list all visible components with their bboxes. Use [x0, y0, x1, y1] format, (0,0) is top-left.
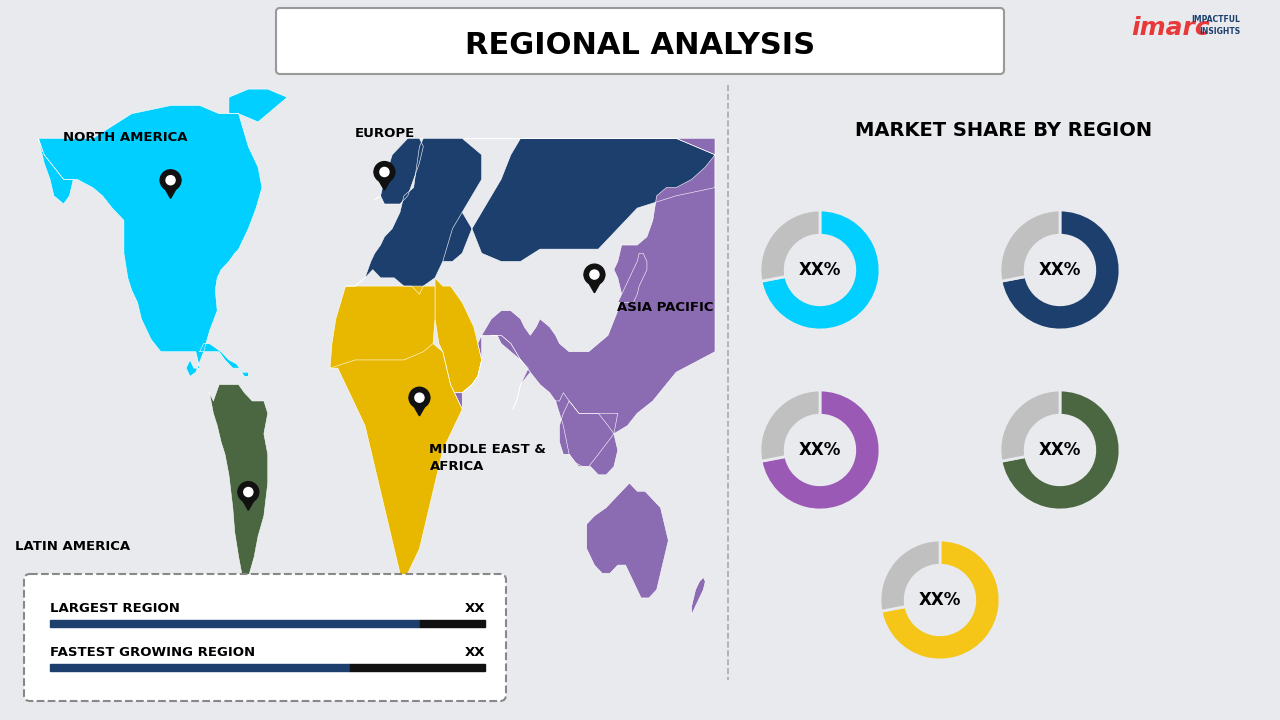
Polygon shape	[435, 278, 481, 392]
Polygon shape	[330, 286, 435, 368]
Text: XX: XX	[465, 601, 485, 614]
Polygon shape	[374, 172, 394, 190]
Bar	[420, 620, 485, 627]
Wedge shape	[760, 390, 820, 462]
Circle shape	[166, 176, 175, 185]
Text: ASIA PACIFIC: ASIA PACIFIC	[617, 301, 714, 314]
Text: XX%: XX%	[799, 441, 841, 459]
Polygon shape	[375, 138, 424, 204]
Polygon shape	[346, 138, 481, 294]
Polygon shape	[238, 492, 259, 510]
Wedge shape	[1000, 210, 1060, 282]
Text: MARKET SHARE BY REGION: MARKET SHARE BY REGION	[855, 120, 1152, 140]
Polygon shape	[559, 401, 618, 474]
Polygon shape	[160, 180, 180, 199]
Text: LARGEST REGION: LARGEST REGION	[50, 601, 180, 614]
Wedge shape	[762, 210, 879, 330]
Wedge shape	[1000, 390, 1060, 462]
Text: XX: XX	[465, 646, 485, 659]
Text: FASTEST GROWING REGION: FASTEST GROWING REGION	[50, 646, 255, 659]
Text: REGIONAL ANALYSIS: REGIONAL ANALYSIS	[465, 30, 815, 60]
Wedge shape	[881, 540, 1000, 660]
Circle shape	[238, 482, 259, 503]
Text: XX%: XX%	[799, 261, 841, 279]
Circle shape	[243, 487, 253, 497]
Circle shape	[590, 270, 599, 279]
Circle shape	[410, 387, 430, 408]
Wedge shape	[762, 390, 879, 510]
Polygon shape	[492, 336, 530, 409]
Circle shape	[584, 264, 605, 285]
Polygon shape	[691, 577, 705, 614]
Text: LATIN AMERICA: LATIN AMERICA	[15, 540, 131, 553]
Polygon shape	[420, 138, 716, 261]
Polygon shape	[200, 343, 248, 377]
Polygon shape	[410, 397, 430, 416]
Wedge shape	[881, 540, 940, 611]
Bar	[733, 85, 1275, 680]
FancyBboxPatch shape	[276, 8, 1004, 74]
Polygon shape	[38, 138, 73, 204]
Bar	[50, 664, 349, 671]
Polygon shape	[330, 336, 462, 577]
Circle shape	[160, 170, 180, 191]
Text: XX%: XX%	[1039, 441, 1082, 459]
Polygon shape	[618, 253, 646, 302]
Text: XX%: XX%	[919, 591, 961, 609]
Text: XX%: XX%	[1039, 261, 1082, 279]
Polygon shape	[454, 138, 716, 467]
Circle shape	[380, 168, 389, 176]
Circle shape	[415, 393, 424, 402]
Polygon shape	[229, 89, 287, 122]
FancyBboxPatch shape	[24, 574, 506, 701]
Text: EUROPE: EUROPE	[355, 127, 415, 140]
Polygon shape	[556, 392, 618, 467]
Wedge shape	[760, 210, 820, 282]
Wedge shape	[1001, 390, 1120, 510]
Wedge shape	[1001, 210, 1120, 330]
Text: imarc: imarc	[1132, 16, 1210, 40]
Bar	[349, 664, 485, 671]
Bar	[50, 620, 420, 627]
Polygon shape	[210, 384, 268, 672]
Polygon shape	[38, 106, 262, 377]
Text: NORTH AMERICA: NORTH AMERICA	[63, 130, 188, 143]
Circle shape	[374, 161, 394, 182]
Polygon shape	[586, 483, 668, 598]
Text: INSIGHTS: INSIGHTS	[1199, 27, 1240, 37]
Text: MIDDLE EAST &
AFRICA: MIDDLE EAST & AFRICA	[430, 444, 547, 473]
Text: IMPACTFUL: IMPACTFUL	[1192, 16, 1240, 24]
Polygon shape	[584, 274, 605, 293]
